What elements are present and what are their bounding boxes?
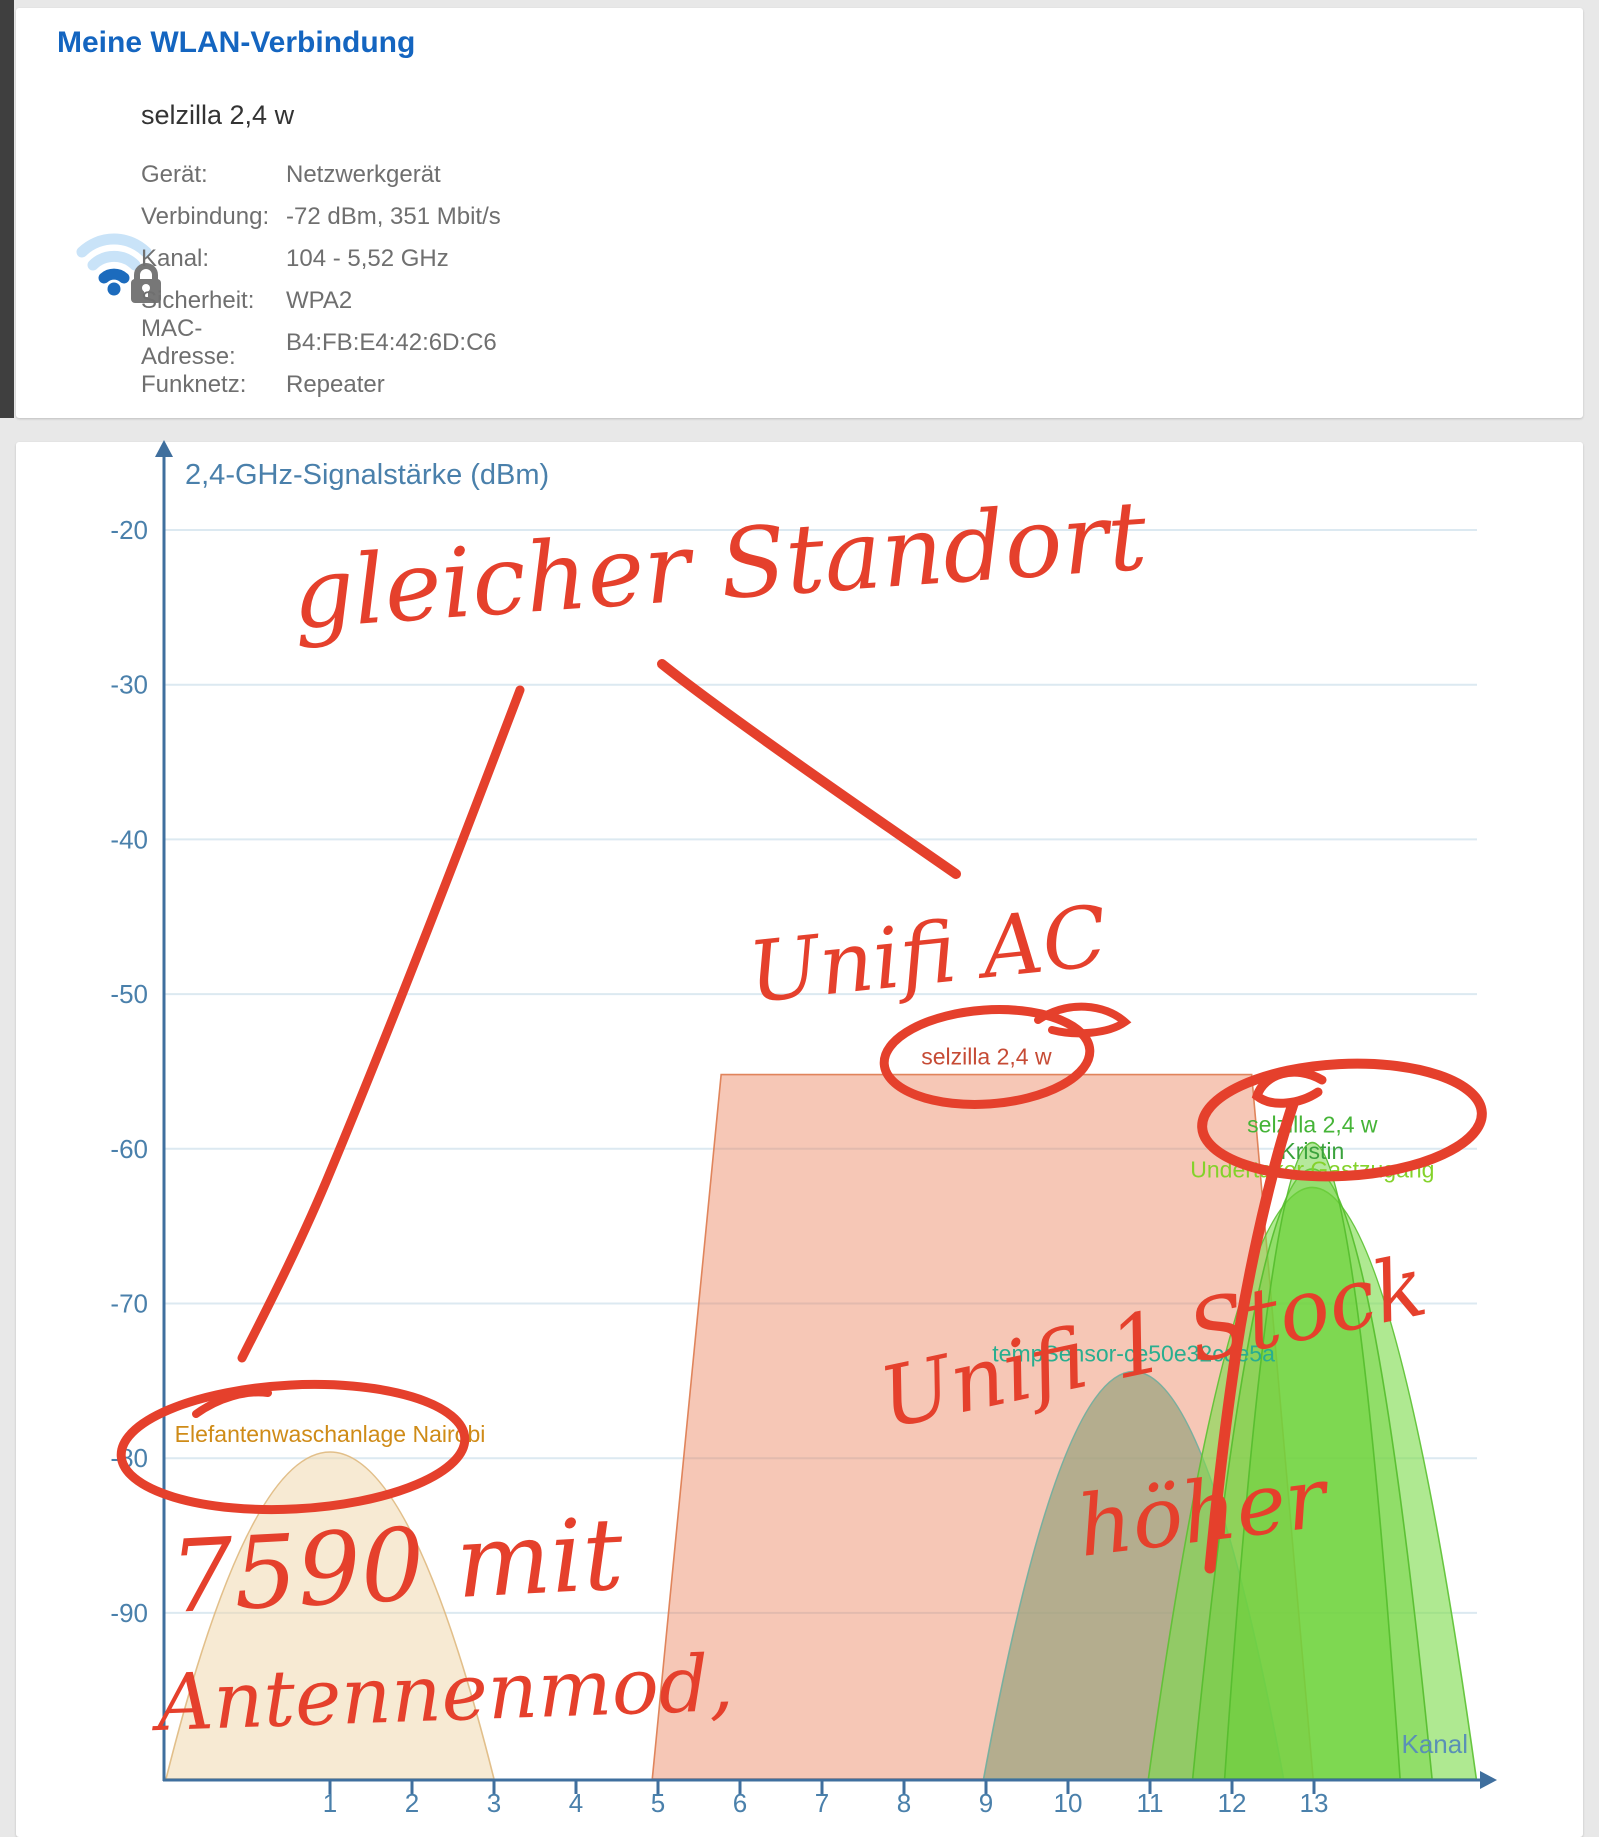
connection-card: Meine WLAN-Verbindung selzilla 2,4 w Ger… <box>16 8 1583 418</box>
detail-value: Netzwerkgerät <box>286 161 441 188</box>
connection-details: Gerät: Netzwerkgerät Verbindung: -72 dBm… <box>141 154 501 406</box>
detail-row-verbindung: Verbindung: -72 dBm, 351 Mbit/s <box>141 196 501 238</box>
detail-row-geraet: Gerät: Netzwerkgerät <box>141 154 501 196</box>
wifi-lock-icon <box>74 218 174 313</box>
connected-network-name: selzilla 2,4 w <box>141 100 295 130</box>
wifi-arc-inner <box>98 268 130 284</box>
detail-row-mac: MAC-Adresse: B4:FB:E4:42:6D:C6 <box>141 315 501 370</box>
detail-label: Verbindung: <box>141 203 270 230</box>
detail-row-kanal: Kanal: 104 - 5,52 GHz <box>141 238 501 280</box>
detail-value: WPA2 <box>286 287 353 314</box>
detail-label: Gerät: <box>141 161 208 188</box>
detail-label: MAC-Adresse: <box>141 315 236 370</box>
detail-row-sicherheit: Sicherheit: WPA2 <box>141 280 501 322</box>
wifi-arc-middle <box>87 250 141 271</box>
detail-row-funknetz: Funknetz: Repeater <box>141 364 501 406</box>
detail-label: Sicherheit: <box>141 287 255 314</box>
wifi-dot <box>107 282 121 296</box>
detail-value: B4:FB:E4:42:6D:C6 <box>286 329 497 356</box>
wifi-arc-outer <box>76 233 152 258</box>
detail-label: Funknetz: <box>141 371 247 398</box>
detail-label: Kanal: <box>141 245 210 272</box>
signal-chart-card <box>16 442 1583 1837</box>
detail-value: -72 dBm, 351 Mbit/s <box>286 203 501 230</box>
detail-value: 104 - 5,52 GHz <box>286 245 449 272</box>
detail-value: Repeater <box>286 371 385 398</box>
left-edge-strip <box>0 0 14 418</box>
card-title: Meine WLAN-Verbindung <box>57 26 416 59</box>
lock-icon <box>131 263 161 303</box>
